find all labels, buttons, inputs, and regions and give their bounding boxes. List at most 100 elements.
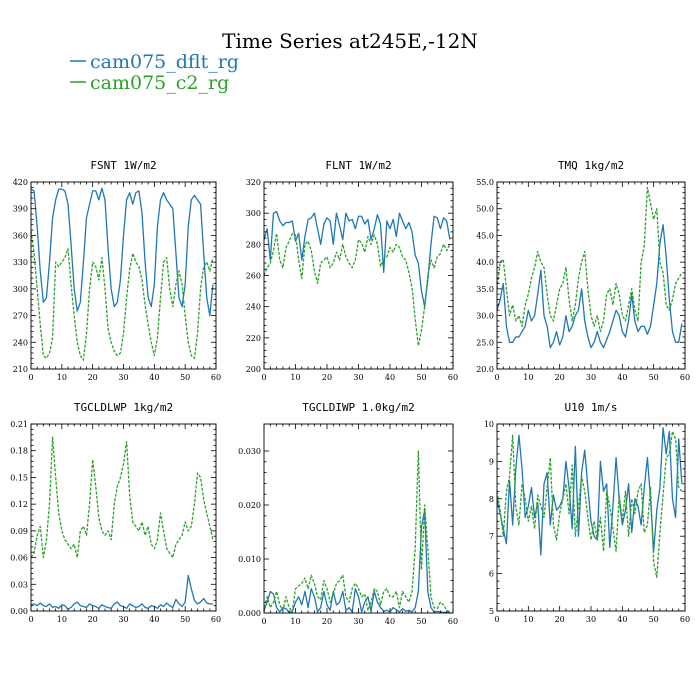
x-tick-label-u10-50: 50 bbox=[649, 615, 659, 624]
y-tick-label-tmq-3: 35.0 bbox=[476, 285, 494, 294]
series-line-cam075-c2-rg-tgcldlwp bbox=[31, 436, 214, 559]
y-tick-label-flnt-6: 320 bbox=[246, 178, 261, 187]
y-tick-label-tmq-0: 20.0 bbox=[476, 365, 494, 374]
x-tick-label-tgcldlwp-30: 30 bbox=[118, 615, 128, 624]
panel-title-fsnt: FSNT 1W/m2 bbox=[90, 159, 156, 172]
series-line-cam075-dflt-rg-flnt bbox=[264, 210, 451, 308]
x-tick-label-flnt-30: 30 bbox=[353, 373, 363, 382]
panel-frame-flnt bbox=[263, 181, 454, 370]
panel-fsnt: FSNT 1W/m2 0 10 20 30 40 50 60 210 240 270 300 330 36… bbox=[13, 159, 221, 382]
x-tick-label-tgcldlwp-60: 60 bbox=[211, 615, 221, 624]
y-tick-label-tmq-7: 55.0 bbox=[476, 178, 494, 187]
series-line-cam075-c2-rg-u10 bbox=[497, 430, 683, 578]
y-tick-label-tgcldlwp-6: 0.18 bbox=[10, 447, 28, 456]
x-tick-label-tgcldlwp-20: 20 bbox=[88, 615, 98, 624]
y-tick-label-fsnt-5: 360 bbox=[13, 231, 28, 240]
y-tick-label-tgcldiwp-0: 0.000 bbox=[238, 609, 261, 618]
x-tick-label-flnt-50: 50 bbox=[416, 373, 426, 382]
x-tick-label-tmq-10: 10 bbox=[523, 373, 533, 382]
y-tick-label-tmq-2: 30.0 bbox=[476, 312, 494, 321]
series-line-cam075-dflt-rg-tgcldiwp bbox=[264, 509, 450, 613]
panel-u10: U10 1m/s 0 10 20 30 40 50 60 5 6 7 8 9 10 bbox=[484, 401, 690, 624]
x-tick-label-tgcldlwp-10: 10 bbox=[57, 615, 67, 624]
x-tick-label-tmq-20: 20 bbox=[555, 373, 565, 382]
panel-title-flnt: FLNT 1W/m2 bbox=[325, 159, 391, 172]
panel-title-u10: U10 1m/s bbox=[565, 401, 618, 414]
x-tick-label-u10-60: 60 bbox=[680, 615, 690, 624]
panel-frame-tgcldlwp bbox=[30, 423, 217, 612]
x-tick-label-flnt-60: 60 bbox=[448, 373, 458, 382]
y-tick-label-tgcldlwp-4: 0.12 bbox=[10, 500, 28, 509]
y-tick-label-flnt-4: 280 bbox=[246, 240, 261, 249]
figure-title: Time Series at245E,-12N bbox=[222, 29, 478, 53]
panel-tgcldlwp: TGCLDLWP 1kg/m2 0 10 20 30 40 50 60 0.00 0.03 0.06… bbox=[10, 401, 221, 624]
panel-title-tmq: TMQ 1kg/m2 bbox=[558, 159, 624, 172]
x-tick-label-tgcldiwp-40: 40 bbox=[385, 617, 395, 626]
panel-title-tgcldiwp: TGCLDIWP 1.0kg/m2 bbox=[302, 401, 415, 414]
y-tick-label-tgcldlwp-5: 0.15 bbox=[10, 473, 28, 482]
legend-label-c2: cam075_c2_rg bbox=[90, 72, 229, 94]
x-tick-label-tgcldlwp-0: 0 bbox=[28, 615, 33, 624]
y-tick-label-tgcldlwp-7: 0.21 bbox=[10, 420, 28, 429]
panel-flnt: FLNT 1W/m2 0 10 20 30 40 50 60 200 220 240 260 280 30… bbox=[246, 159, 458, 382]
x-tick-label-flnt-0: 0 bbox=[261, 373, 266, 382]
x-tick-label-u10-10: 10 bbox=[523, 615, 533, 624]
series-line-cam075-dflt-rg-u10 bbox=[497, 427, 683, 556]
x-tick-label-flnt-40: 40 bbox=[385, 373, 395, 382]
y-tick-label-tmq-6: 50.0 bbox=[476, 205, 494, 214]
x-tick-label-fsnt-10: 10 bbox=[57, 373, 67, 382]
series-line-cam075-dflt-rg-tmq bbox=[497, 224, 683, 349]
y-tick-label-u10-1: 6 bbox=[489, 570, 494, 579]
y-tick-label-fsnt-7: 420 bbox=[13, 178, 28, 187]
y-tick-label-fsnt-0: 210 bbox=[13, 365, 28, 374]
y-tick-label-flnt-5: 300 bbox=[246, 209, 261, 218]
x-tick-label-fsnt-0: 0 bbox=[28, 373, 33, 382]
y-tick-label-u10-5: 10 bbox=[484, 420, 494, 429]
legend-item-c2: cam075_c2_rg bbox=[70, 72, 229, 94]
y-tick-label-tgcldiwp-3: 0.030 bbox=[238, 447, 261, 456]
x-tick-label-tgcldlwp-50: 50 bbox=[180, 615, 190, 624]
panel-tgcldiwp: TGCLDIWP 1.0kg/m2 0 10 20 30 40 50 60 0.000 0.010… bbox=[238, 401, 458, 626]
y-tick-label-flnt-0: 200 bbox=[246, 365, 261, 374]
x-tick-label-tmq-40: 40 bbox=[617, 373, 627, 382]
series-line-cam075-dflt-rg-tgcldlwp bbox=[31, 574, 213, 610]
x-tick-label-tgcldiwp-20: 20 bbox=[322, 617, 332, 626]
panel-title-tgcldlwp: TGCLDLWP 1kg/m2 bbox=[74, 401, 173, 414]
y-tick-label-fsnt-2: 270 bbox=[13, 312, 28, 321]
x-tick-label-fsnt-50: 50 bbox=[180, 373, 190, 382]
panel-tmq: TMQ 1kg/m2 0 10 20 30 40 50 60 20.0 25.0 30.0 35.0 4… bbox=[476, 159, 690, 382]
y-tick-label-tmq-5: 45.0 bbox=[476, 231, 494, 240]
y-tick-label-flnt-2: 240 bbox=[246, 303, 261, 312]
x-tick-label-flnt-20: 20 bbox=[322, 373, 332, 382]
x-tick-label-flnt-10: 10 bbox=[290, 373, 300, 382]
series-line-cam075-dflt-rg-fsnt bbox=[31, 187, 214, 317]
x-tick-label-fsnt-30: 30 bbox=[118, 373, 128, 382]
y-tick-label-tgcldlwp-1: 0.03 bbox=[10, 580, 28, 589]
y-tick-label-u10-3: 8 bbox=[489, 495, 494, 504]
x-tick-label-u10-30: 30 bbox=[586, 615, 596, 624]
legend: cam075_dflt_rg cam075_c2_rg bbox=[70, 51, 239, 94]
y-tick-label-tgcldlwp-0: 0.00 bbox=[10, 607, 28, 616]
y-tick-label-tgcldlwp-2: 0.06 bbox=[10, 554, 28, 563]
series-line-cam075-c2-rg-flnt bbox=[264, 232, 451, 347]
series-line-cam075-c2-rg-tgcldiwp bbox=[264, 450, 451, 613]
x-tick-label-u10-20: 20 bbox=[555, 615, 565, 624]
x-tick-label-tgcldiwp-10: 10 bbox=[290, 617, 300, 626]
x-tick-label-u10-40: 40 bbox=[617, 615, 627, 624]
y-tick-label-fsnt-1: 240 bbox=[13, 338, 28, 347]
y-tick-label-fsnt-3: 300 bbox=[13, 285, 28, 294]
y-tick-label-tgcldiwp-1: 0.010 bbox=[238, 555, 261, 564]
y-tick-label-u10-0: 5 bbox=[489, 607, 494, 616]
x-tick-label-fsnt-60: 60 bbox=[211, 373, 221, 382]
x-tick-label-tmq-30: 30 bbox=[586, 373, 596, 382]
x-tick-label-fsnt-40: 40 bbox=[149, 373, 159, 382]
x-tick-label-tgcldiwp-30: 30 bbox=[353, 617, 363, 626]
series-line-cam075-c2-rg-fsnt bbox=[31, 230, 214, 361]
x-tick-label-tmq-0: 0 bbox=[494, 373, 499, 382]
y-tick-label-tmq-1: 25.0 bbox=[476, 338, 494, 347]
x-tick-label-u10-0: 0 bbox=[494, 615, 499, 624]
x-tick-label-tgcldiwp-60: 60 bbox=[448, 617, 458, 626]
x-tick-label-tmq-60: 60 bbox=[680, 373, 690, 382]
panels-container: FSNT 1W/m20 10 20 30 40 50 6021024027030033036… bbox=[10, 159, 690, 626]
